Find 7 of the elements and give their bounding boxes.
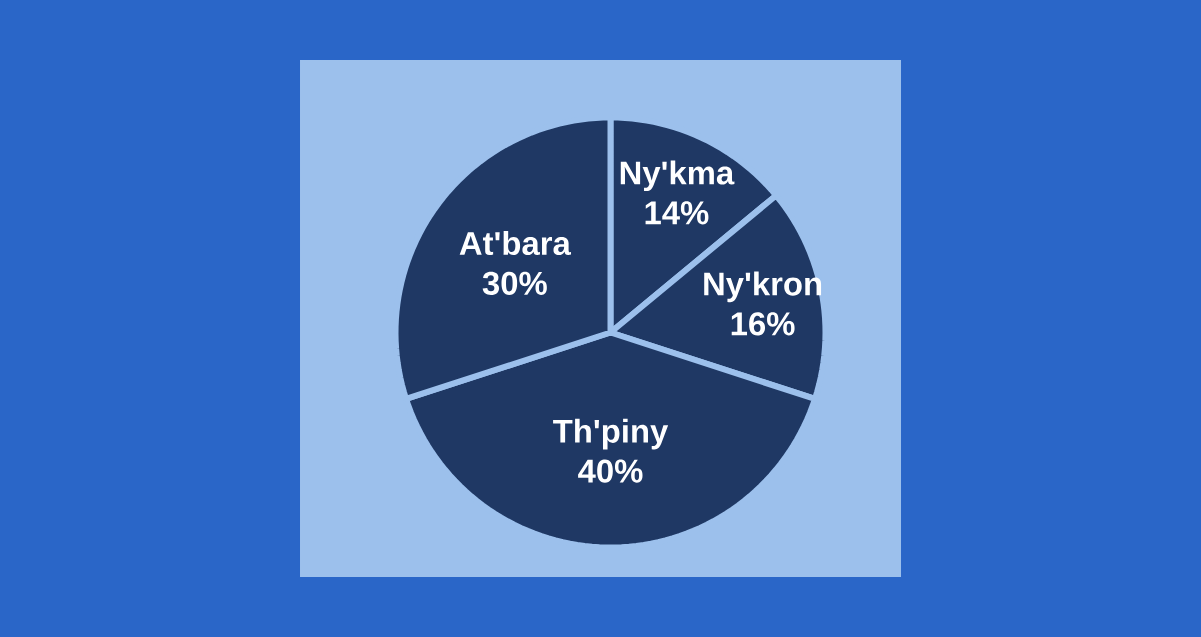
slice-label: Th'piny [553, 418, 669, 450]
data-label: 14% [645, 201, 709, 225]
slice-label: Ny'kma [620, 160, 735, 192]
slice-label: At'bara [459, 230, 572, 256]
data-label: 16% [731, 312, 795, 336]
data-label: 40% [578, 459, 643, 483]
data-label: 30% [482, 271, 547, 296]
